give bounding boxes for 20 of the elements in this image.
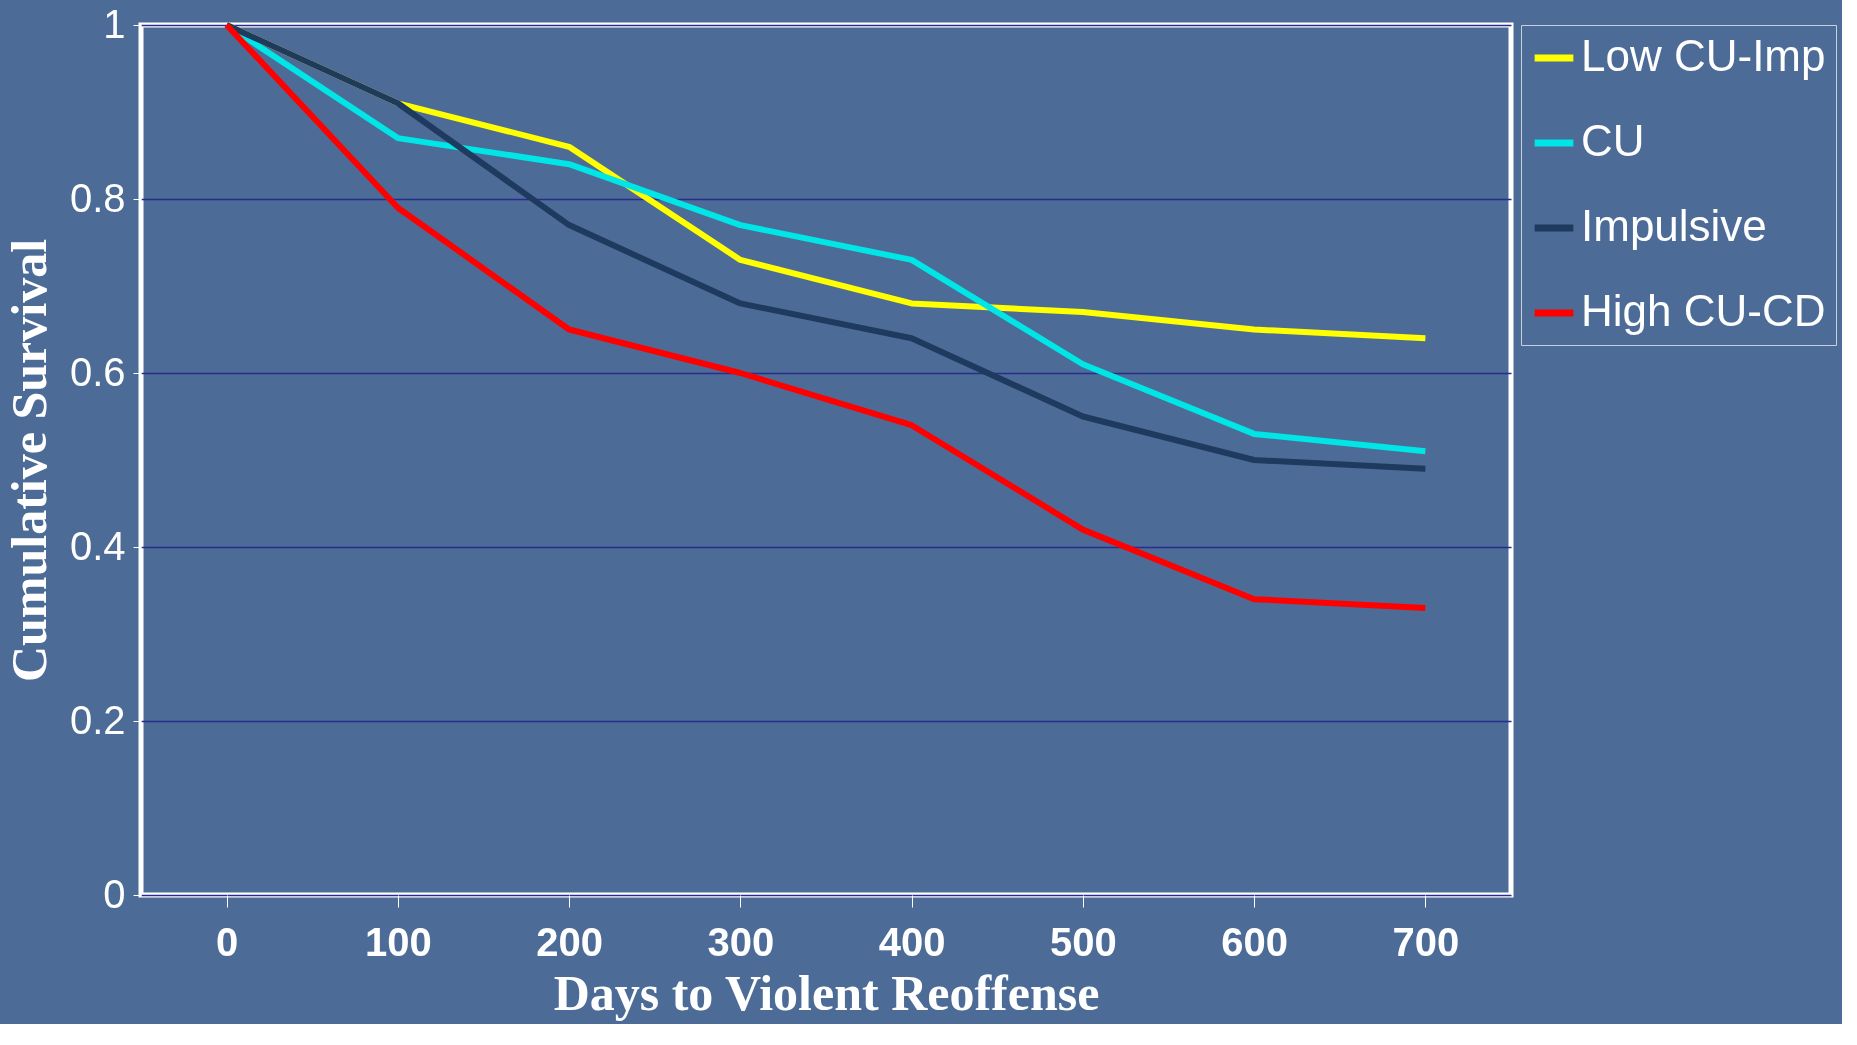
y-axis-title: Cumulative Survival [0, 238, 57, 683]
x-tick-label: 0 [216, 919, 239, 964]
x-tick-label: 200 [536, 919, 603, 964]
legend-label: Impulsive [1581, 201, 1767, 250]
y-tick-label: 0.8 [69, 175, 126, 220]
legend-label: High CU-CD [1581, 286, 1826, 335]
legend-label: Low CU-Imp [1581, 31, 1826, 80]
x-tick-label: 300 [707, 919, 775, 964]
x-tick-label: 600 [1221, 919, 1288, 964]
x-axis-title: Days to Violent Reoffense [553, 964, 1100, 1021]
x-tick-label: 700 [1392, 919, 1460, 964]
x-tick-label: 100 [365, 919, 432, 964]
x-tick-label: 400 [878, 919, 946, 964]
y-tick-label: 0 [103, 871, 126, 916]
legend-label: CU [1581, 116, 1645, 165]
y-tick-label: 1 [103, 1, 126, 46]
y-tick-label: 0.4 [69, 523, 126, 568]
x-tick-label: 500 [1050, 919, 1117, 964]
y-tick-label: 0.2 [69, 697, 126, 742]
y-tick-label: 0.6 [69, 349, 126, 394]
